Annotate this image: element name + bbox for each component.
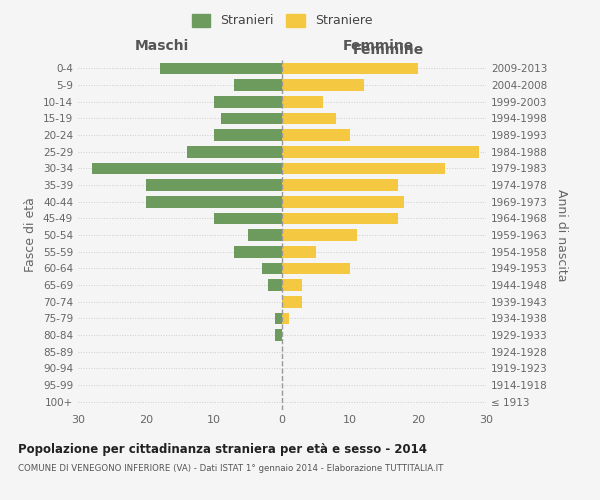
Bar xyxy=(282,229,357,241)
Bar xyxy=(282,146,479,158)
Y-axis label: Anni di nascita: Anni di nascita xyxy=(554,188,568,281)
Bar xyxy=(214,96,282,108)
Bar xyxy=(146,179,282,191)
Bar xyxy=(235,79,282,91)
Bar xyxy=(214,129,282,141)
Bar xyxy=(282,96,323,108)
Bar xyxy=(282,79,364,91)
Bar xyxy=(187,146,282,158)
Bar xyxy=(160,62,282,74)
Bar xyxy=(235,246,282,258)
Text: COMUNE DI VENEGONO INFERIORE (VA) - Dati ISTAT 1° gennaio 2014 - Elaborazione TU: COMUNE DI VENEGONO INFERIORE (VA) - Dati… xyxy=(18,464,443,473)
Bar xyxy=(282,296,302,308)
Bar xyxy=(282,246,316,258)
Bar xyxy=(282,196,404,207)
Bar xyxy=(221,112,282,124)
Text: Femmine: Femmine xyxy=(343,38,413,52)
Text: Maschi: Maschi xyxy=(135,38,189,52)
Bar xyxy=(282,179,398,191)
Bar xyxy=(214,212,282,224)
Bar xyxy=(282,62,418,74)
Bar xyxy=(146,196,282,207)
Bar xyxy=(262,262,282,274)
Bar xyxy=(268,279,282,291)
Text: Popolazione per cittadinanza straniera per età e sesso - 2014: Popolazione per cittadinanza straniera p… xyxy=(18,442,427,456)
Bar xyxy=(282,279,302,291)
Bar xyxy=(248,229,282,241)
Bar xyxy=(282,212,398,224)
Bar xyxy=(92,162,282,174)
Bar xyxy=(275,329,282,341)
Bar xyxy=(275,312,282,324)
Bar xyxy=(282,112,337,124)
Bar xyxy=(282,129,350,141)
Bar xyxy=(282,162,445,174)
Bar xyxy=(282,312,289,324)
Y-axis label: Fasce di età: Fasce di età xyxy=(25,198,37,272)
Legend: Stranieri, Straniere: Stranieri, Straniere xyxy=(187,8,377,32)
Bar xyxy=(282,262,350,274)
Text: Femmine: Femmine xyxy=(352,42,424,56)
